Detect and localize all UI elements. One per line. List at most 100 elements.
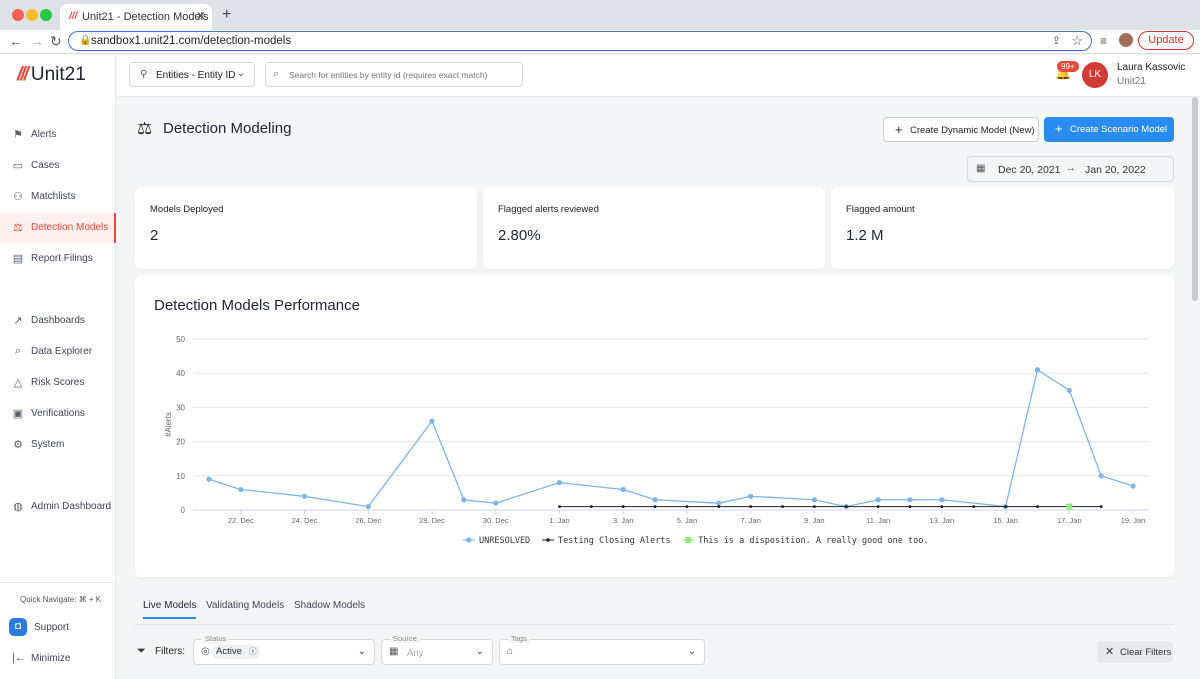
reload-icon[interactable]: ↻ (50, 33, 62, 49)
quick-navigate-hint: Quick Navigate: ⌘ + K (20, 595, 102, 604)
support-chat-icon[interactable]: ◘ (9, 618, 27, 636)
sidebar-item-label: Alerts (31, 129, 57, 140)
sidebar-item-dashboards[interactable]: ↗ Dashboards (0, 306, 116, 336)
close-tab-icon[interactable]: ✕ (195, 9, 206, 23)
sidebar-divider (0, 582, 116, 583)
legend-marker (546, 538, 550, 542)
data-point (717, 505, 721, 508)
minimize-sidebar-icon[interactable]: |← (12, 652, 26, 664)
sidebar-item-label: Matchlists (31, 191, 76, 202)
minimize-window-button[interactable] (26, 9, 38, 21)
data-point (301, 493, 308, 499)
close-window-button[interactable] (12, 9, 24, 21)
remove-chip-icon[interactable]: ⓧ (248, 647, 257, 656)
update-button[interactable]: Update (1138, 31, 1194, 50)
sidebar-item-report-filings[interactable]: ▤ Report Filings (0, 244, 116, 274)
entity-search-box[interactable]: ⌕ (265, 62, 523, 87)
data-point (1099, 505, 1103, 508)
sidebar-item-data-explorer[interactable]: ⌕ Data Explorer (0, 337, 116, 367)
kpi-label: Flagged alerts reviewed (498, 204, 599, 215)
data-point (811, 497, 818, 503)
address-bar: ← → ↻ 🔒 sandbox1.unit21.com/detection-mo… (0, 30, 1200, 54)
flag-icon: ⚑ (13, 129, 23, 141)
data-point (1130, 483, 1136, 489)
reading-list-icon[interactable]: ≡ (1100, 34, 1108, 48)
chart-title: Detection Models Performance (154, 297, 360, 314)
sidebar-item-system[interactable]: ⚙ System (0, 430, 116, 460)
profile-avatar[interactable] (1119, 33, 1133, 47)
sidebar-item-matchlists[interactable]: ⚇ Matchlists (0, 182, 116, 212)
back-icon[interactable]: ← (9, 33, 23, 49)
clear-filters-button[interactable]: ✕ Clear Filters (1097, 641, 1173, 663)
source-filter-legend: Source (390, 634, 420, 643)
search-icon: ⌕ (273, 68, 280, 80)
new-tab-icon[interactable]: + (222, 6, 232, 23)
tab-live-models[interactable]: Live Models (143, 600, 197, 619)
x-tick-label: 3. Jan (613, 516, 633, 525)
entity-search-input[interactable] (289, 68, 519, 82)
y-tick-label: 20 (176, 438, 185, 447)
share-icon[interactable]: ⇪ (1051, 35, 1061, 47)
entity-type-select[interactable]: ⚲ Entities - Entity ID ⌄ (129, 62, 255, 87)
data-point (1004, 505, 1007, 508)
chevron-down-icon: ⌄ (687, 646, 696, 657)
date-from[interactable]: Dec 20, 2021 (998, 164, 1061, 176)
tab-shadow-models[interactable]: Shadow Models (294, 600, 366, 611)
create-dynamic-model-button[interactable]: + Create Dynamic Model (New) (883, 117, 1039, 142)
url-input[interactable]: 🔒 sandbox1.unit21.com/detection-models ⇪… (68, 31, 1092, 51)
tags-filter[interactable]: Tags ⌂ ⌄ (499, 634, 705, 665)
data-point (461, 497, 467, 503)
x-tick-label: 22. Dec (228, 516, 254, 525)
source-placeholder: Any (407, 648, 424, 659)
data-point (653, 505, 657, 508)
sidebar-item-admin-dashboard[interactable]: ◍ Admin Dashboard (0, 492, 116, 522)
page-scrollbar[interactable] (1192, 97, 1198, 301)
browser-tab[interactable]: /// Unit21 - Detection Models ✕ (60, 4, 212, 30)
data-point (238, 486, 244, 493)
zoom-window-button[interactable] (40, 9, 52, 21)
data-point (716, 500, 722, 506)
minimize-sidebar-button[interactable]: Minimize (31, 653, 71, 664)
y-tick-label: 10 (176, 472, 185, 481)
bookmark-star-icon[interactable]: ☆ (1071, 33, 1083, 48)
data-point (1034, 367, 1041, 373)
brand-logo[interactable]: ///Unit21 (17, 64, 86, 86)
date-range-picker[interactable]: ▦ Dec 20, 2021 → Jan 20, 2022 (967, 156, 1174, 182)
data-point (781, 505, 784, 508)
y-tick-label: 40 (176, 369, 185, 378)
avatar[interactable]: LK (1082, 62, 1108, 88)
data-point (844, 505, 848, 508)
tag-icon: ⌂ (507, 646, 514, 657)
data-point (652, 497, 658, 503)
sidebar-item-risk-scores[interactable]: △ Risk Scores (0, 368, 116, 398)
tab-validating-models[interactable]: Validating Models (206, 600, 285, 611)
date-to[interactable]: Jan 20, 2022 (1085, 164, 1146, 176)
x-tick-label: 11. Jan (866, 516, 890, 525)
legend-label: This is a disposition. A really good one… (698, 536, 928, 546)
clear-filters-label: Clear Filters (1120, 647, 1172, 658)
sidebar-item-verifications[interactable]: ▣ Verifications (0, 399, 116, 429)
support-link[interactable]: Support (34, 622, 70, 633)
sidebar-item-label: Report Filings (31, 253, 93, 264)
kpi-value: 2.80% (498, 227, 541, 244)
user-plus-icon: ⚇ (13, 191, 23, 203)
x-tick-label: 17. Jan (1057, 516, 1082, 525)
data-point (1036, 505, 1039, 508)
scale-icon: ⚖ (13, 222, 23, 234)
y-axis-label: #Alerts (164, 412, 173, 437)
warning-icon: △ (13, 377, 23, 389)
sidebar-item-detection-models[interactable]: ⚖ Detection Models (0, 213, 116, 243)
source-filter[interactable]: Source ▦ Any ⌄ (381, 634, 493, 665)
x-tick-label: 9. Jan (804, 516, 824, 525)
forward-icon[interactable]: → (30, 33, 44, 49)
sidebar-item-cases[interactable]: ▭ Cases (0, 151, 116, 181)
sidebar-item-alerts[interactable]: ⚑ Alerts (0, 120, 116, 150)
legend-label: UNRESOLVED (479, 536, 530, 546)
data-point (908, 505, 912, 508)
y-tick-label: 0 (181, 506, 186, 515)
sidebar-item-label: Verifications (31, 408, 85, 419)
check-circle-icon: ◎ (201, 646, 210, 657)
status-filter[interactable]: Status ◎ Active ⓧ ⌄ (193, 634, 375, 665)
data-point (429, 418, 435, 424)
create-scenario-model-button[interactable]: + Create Scenario Model (1044, 117, 1174, 142)
